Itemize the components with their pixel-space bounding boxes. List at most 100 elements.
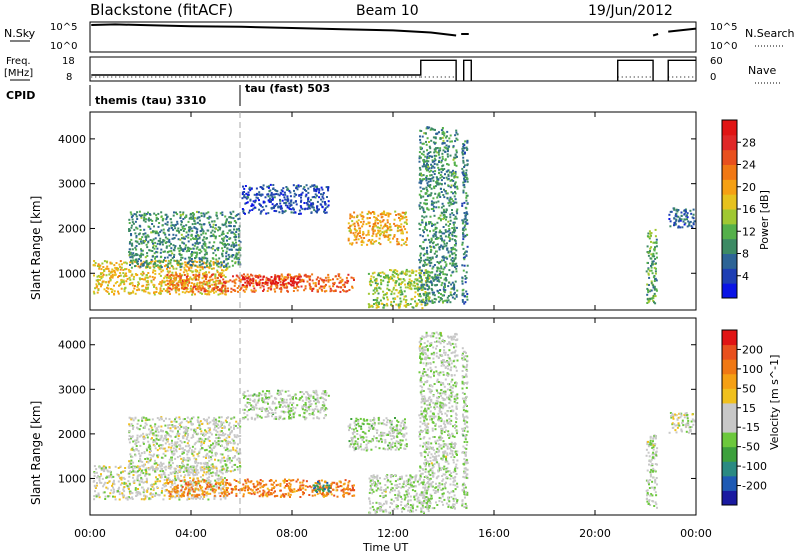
- cell-6: [368, 303, 371, 306]
- cell-0: [206, 477, 209, 480]
- cell-6: [399, 303, 402, 305]
- cell-0: [183, 268, 186, 271]
- cell-6: [387, 276, 390, 279]
- cell-0: [143, 498, 146, 501]
- cell-0: [128, 472, 131, 475]
- cell-3: [192, 251, 195, 254]
- cell-3: [209, 263, 212, 266]
- cell-0: [153, 483, 155, 486]
- cell-0: [175, 487, 178, 490]
- cell-5: [390, 228, 393, 231]
- cell-5: [383, 230, 386, 233]
- cell-0: [108, 495, 111, 498]
- cell-4: [253, 193, 256, 196]
- cell-1: [205, 273, 208, 276]
- cell-0: [123, 283, 126, 286]
- cell-7: [447, 224, 450, 227]
- cell-0: [174, 289, 177, 292]
- cell-6: [395, 273, 398, 275]
- cell-1: [202, 287, 205, 290]
- cell-6: [380, 281, 383, 284]
- cell-7: [447, 299, 450, 302]
- cell-0: [119, 283, 122, 286]
- cell-3: [170, 250, 173, 253]
- cell-1: [322, 492, 324, 494]
- cell-3: [135, 226, 138, 229]
- cell-1: [180, 281, 183, 284]
- cell-4: [309, 204, 312, 207]
- cell-0: [177, 476, 180, 479]
- cell-0: [175, 492, 178, 495]
- cell-10: [686, 212, 689, 215]
- cell-7: [434, 284, 437, 287]
- cell-3: [201, 246, 204, 249]
- cell-1: [304, 273, 307, 276]
- cell-3: [171, 224, 174, 227]
- cell-0: [175, 285, 178, 288]
- cell-9: [652, 284, 655, 287]
- cell-7: [451, 287, 454, 290]
- cell-10: [685, 215, 688, 218]
- cell-6: [404, 283, 407, 286]
- cell-1: [249, 488, 252, 491]
- cell-3: [203, 215, 206, 218]
- cell-3: [232, 246, 235, 249]
- cell-3: [144, 232, 147, 235]
- cell-0: [223, 477, 226, 480]
- cell-3: [179, 266, 182, 269]
- cell-4: [247, 211, 250, 214]
- cell-4: [295, 187, 298, 190]
- cell-3: [198, 236, 201, 239]
- cell-7: [419, 254, 422, 257]
- cell-4: [279, 199, 282, 202]
- cell-6: [407, 304, 410, 306]
- cell-3: [140, 252, 143, 255]
- cell-3: [155, 214, 158, 217]
- cell-7: [433, 157, 436, 160]
- cell-0: [113, 483, 116, 486]
- cell-7: [450, 179, 453, 182]
- cell-4: [264, 196, 267, 199]
- cell-7: [438, 248, 441, 251]
- cell-3: [187, 240, 190, 243]
- cell-4: [276, 203, 278, 206]
- cell-0: [170, 277, 173, 280]
- cell-3: [195, 238, 198, 240]
- cell-4: [241, 197, 244, 200]
- cell-1: [244, 275, 247, 278]
- cell-6: [386, 304, 389, 307]
- cell-5: [380, 224, 382, 227]
- cell-3: [216, 217, 219, 220]
- cell-7: [436, 196, 439, 199]
- cell-6: [410, 280, 413, 282]
- cell-5: [362, 223, 365, 226]
- cell-2: [302, 280, 305, 283]
- freq-tick-bottom: 8: [66, 72, 72, 83]
- cell-7: [449, 179, 452, 182]
- cell-0: [106, 290, 109, 293]
- cell-7: [419, 195, 422, 198]
- cell-3: [195, 227, 198, 230]
- cell-3: [215, 214, 218, 217]
- cell-1: [178, 287, 181, 290]
- cell-0: [108, 273, 111, 276]
- cell-1: [265, 276, 268, 279]
- cell-5: [399, 229, 402, 232]
- cell-0: [142, 472, 145, 475]
- cell-2: [242, 276, 245, 279]
- cell-0: [104, 498, 107, 500]
- cell-7: [439, 182, 441, 185]
- cell-3: [183, 237, 186, 240]
- cell-3: [221, 255, 224, 258]
- cell-8: [464, 215, 467, 218]
- cell-6: [392, 297, 395, 300]
- cell-7: [421, 215, 424, 218]
- cell-7: [419, 223, 422, 226]
- cell-3: [145, 213, 148, 215]
- cell-3: [130, 238, 133, 241]
- cell-0: [214, 275, 217, 278]
- cell-6: [374, 302, 377, 305]
- cell-3: [212, 223, 215, 226]
- cell-5: [375, 233, 378, 236]
